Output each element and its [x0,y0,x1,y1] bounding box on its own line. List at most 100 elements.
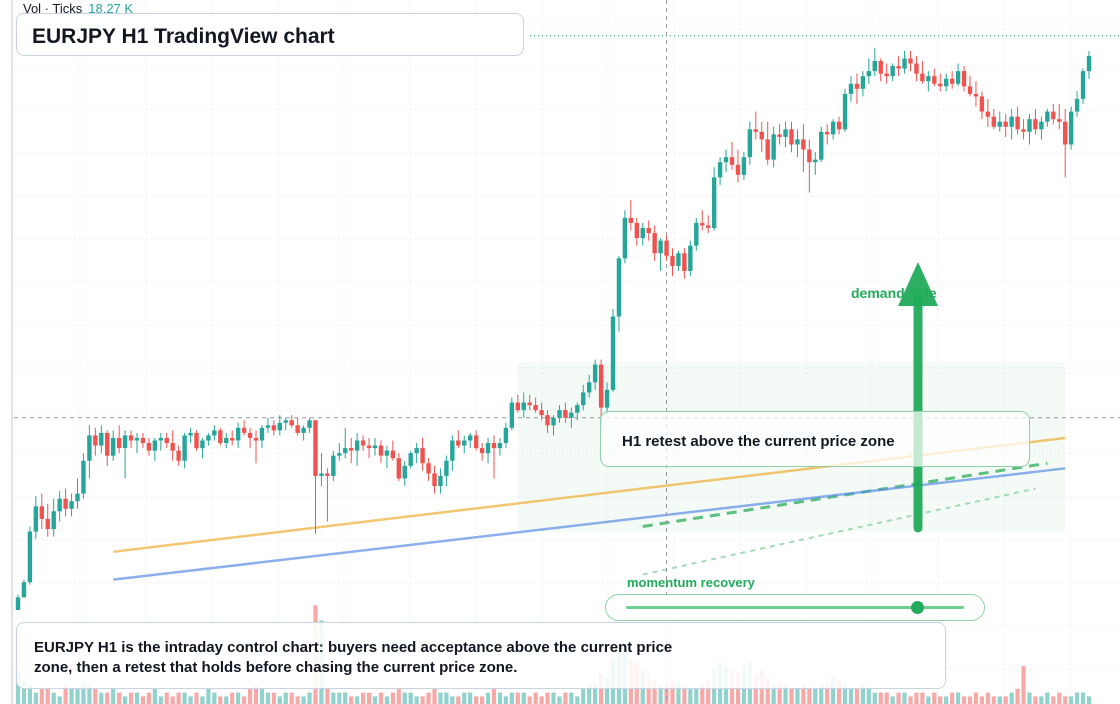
note-text: EURJPY H1 is the intraday control chart:… [34,639,673,676]
volume-bar [194,692,199,704]
volume-bar [117,692,122,704]
volume-bar [509,692,514,704]
volume-bar [831,677,836,704]
volume-bar [57,696,62,704]
volume-bar [944,696,949,704]
volume-bar [164,692,169,704]
candle-body [241,427,247,433]
candle-body [557,410,562,418]
volume-bar [111,688,116,704]
volume-bar [515,692,520,704]
volume-bar [1015,688,1020,704]
candle-body [479,448,485,454]
chart-grid [11,0,1120,704]
volume-bar [1057,692,1062,704]
volume-bar [997,696,1002,704]
volume-bar [652,681,657,704]
volume-bar [390,692,395,704]
volume-bar [140,696,146,704]
candle-body [521,402,526,411]
candle-body [164,437,169,444]
volume-bar [872,692,877,704]
momentum-knob[interactable] [910,601,924,614]
note-box: EURJPY H1 is the intraday control chart:… [16,622,946,689]
candle-body [116,437,122,449]
candle-body [402,465,407,479]
volume-bar [1027,692,1032,704]
volume-bar [890,696,895,704]
candle-body [592,364,598,383]
candle-body [170,443,175,451]
lower-trend-line [113,467,1066,581]
candle-body [372,445,378,449]
volume-bar [462,692,467,704]
volume-bar [527,696,532,704]
candle-body [27,531,33,583]
volume-bar [795,688,800,704]
candle-body [961,71,967,87]
candle-body [694,222,699,246]
volume-bar [152,688,157,704]
volume-bar [468,692,473,704]
candle-body [819,131,824,160]
volume-bar [170,696,175,704]
candle-body [700,222,705,226]
candle-body [1080,71,1086,99]
volume-bar [325,688,330,704]
candle-body [307,420,312,428]
candle-body [836,121,842,130]
volume-bar [604,677,610,704]
candle-body [926,76,931,82]
volume-bar [176,692,181,704]
candle-body [735,164,741,175]
candle-body [509,402,515,428]
candle-body [349,448,354,451]
candle-body [105,432,110,456]
candle-body [325,473,330,476]
volume-bar [182,692,187,704]
candle-body [545,415,550,426]
volume-bar [914,692,919,704]
volume-bar [676,681,681,704]
candle-body [462,440,467,446]
volume-bar [361,692,366,704]
candle-body [343,448,348,454]
volume-bar [842,685,848,704]
candle-body [807,149,812,163]
candle-body [938,83,943,87]
candle-body [920,73,925,82]
volume-bar [105,692,110,704]
candle-body [235,427,241,441]
volume-bar [396,688,401,704]
volume-bar [372,696,378,704]
volume-bar [158,696,163,704]
volume-bar [63,685,68,704]
volume-bar [664,685,669,704]
candle-body [45,518,50,530]
volume-bar [289,692,294,704]
volume-bar [259,688,265,704]
candle-body [313,420,318,476]
volume-bar [837,681,842,704]
candle-body [670,255,675,266]
candle-body [265,425,271,428]
candle-body [438,475,443,487]
candle-body [1009,116,1014,127]
candle-body [777,134,782,137]
volume-bar [402,692,407,704]
candle-body [93,435,98,446]
candle-body [277,422,282,431]
candle-body [1045,111,1050,122]
volume-bar [932,692,937,704]
candle-body [890,66,895,77]
volume-bar [1063,696,1068,704]
volume-bar [206,688,211,704]
candle-body [1003,121,1008,127]
volume-indicator[interactable]: Vol · Ticks 18.27 K [23,1,133,16]
candle-body [944,78,949,87]
volume-bar [218,696,223,704]
volume-bar [1086,696,1092,704]
candle-body [337,453,342,456]
momentum-slider[interactable] [605,594,985,621]
candle-body [563,410,568,418]
